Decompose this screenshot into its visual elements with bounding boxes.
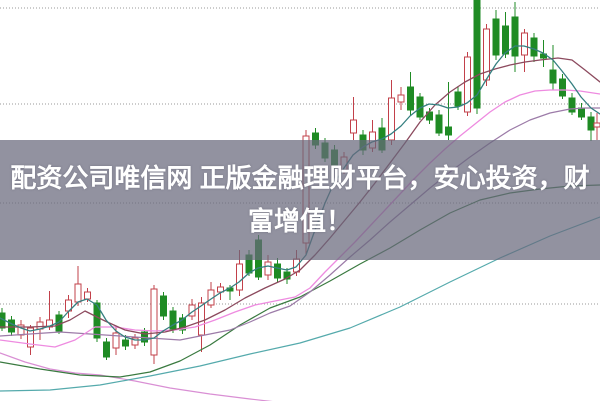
watermark-text-line1: 配资公司唯信网 正版金融理财平台，安心投资，财 xyxy=(10,163,590,193)
candle-body xyxy=(350,119,357,134)
candle-body xyxy=(160,295,167,317)
candle-body xyxy=(150,288,158,356)
watermark-text-line2: 富增值！ xyxy=(247,206,352,236)
candle-down xyxy=(274,258,281,282)
candle-up xyxy=(217,283,224,300)
ma-long-magenta xyxy=(0,352,273,401)
candle-up xyxy=(350,97,357,140)
candle-up xyxy=(397,87,405,110)
candle-up xyxy=(150,285,158,364)
candle-body xyxy=(84,291,91,300)
candle-body xyxy=(397,94,405,103)
candle-up xyxy=(17,320,25,339)
candle-body xyxy=(521,32,528,56)
candle-down xyxy=(160,292,167,320)
candle-down xyxy=(549,45,557,90)
candle-body xyxy=(445,126,452,136)
candle-up xyxy=(27,325,34,355)
candle-body xyxy=(549,69,557,84)
candle-body xyxy=(578,107,585,118)
candle-body xyxy=(274,263,281,279)
candle-body xyxy=(464,56,471,113)
candle-down xyxy=(559,74,566,99)
candle-body xyxy=(492,18,500,56)
candle-body xyxy=(559,78,566,97)
candle-body xyxy=(179,317,186,331)
candle-up xyxy=(207,282,215,308)
candle-body xyxy=(169,310,177,331)
candle-body xyxy=(103,341,110,358)
candle-body xyxy=(587,116,595,131)
candle-up xyxy=(74,266,82,306)
candle-body xyxy=(454,91,462,107)
candle-body xyxy=(93,302,101,339)
candle-down xyxy=(103,338,110,360)
ma-teal xyxy=(0,45,600,341)
candle-down xyxy=(578,103,585,120)
candle-body xyxy=(8,319,15,333)
candle-down xyxy=(502,12,509,58)
candle-up xyxy=(464,52,471,116)
candle-body xyxy=(112,332,120,349)
candle-body xyxy=(568,97,576,113)
candle-body xyxy=(264,261,272,276)
candle-down xyxy=(8,316,15,336)
candle-down xyxy=(445,82,452,140)
watermark-banner: 配资公司唯信网 正版金融理财平台，安心投资，财 富增值！ xyxy=(0,140,600,260)
candle-down xyxy=(568,93,576,115)
candle-body xyxy=(236,263,243,291)
candle-body xyxy=(27,327,34,348)
candle-body xyxy=(435,114,443,134)
candle-body xyxy=(530,37,538,57)
candle-down xyxy=(530,33,538,62)
candle-down xyxy=(492,10,500,60)
candle-down xyxy=(511,2,519,72)
candle-body xyxy=(593,122,600,128)
candle-body xyxy=(198,302,205,336)
candle-body xyxy=(122,339,129,347)
candle-up xyxy=(521,29,528,72)
candle-body xyxy=(74,283,82,303)
candle-up xyxy=(593,113,600,140)
candle-body xyxy=(473,0,481,109)
candle-up xyxy=(46,291,53,330)
candle-body xyxy=(131,337,139,346)
candle-down xyxy=(407,72,414,115)
candle-down xyxy=(454,86,462,110)
candle-body xyxy=(46,319,53,328)
candle-body xyxy=(511,16,519,57)
candle-body xyxy=(502,25,509,55)
candle-up xyxy=(188,299,196,320)
candle-down xyxy=(435,110,443,136)
candle-down xyxy=(587,112,595,141)
candle-up xyxy=(131,334,139,349)
candle-body xyxy=(407,86,414,111)
candle-body xyxy=(217,286,224,293)
candle-down xyxy=(93,300,101,342)
candle-down xyxy=(179,314,186,334)
